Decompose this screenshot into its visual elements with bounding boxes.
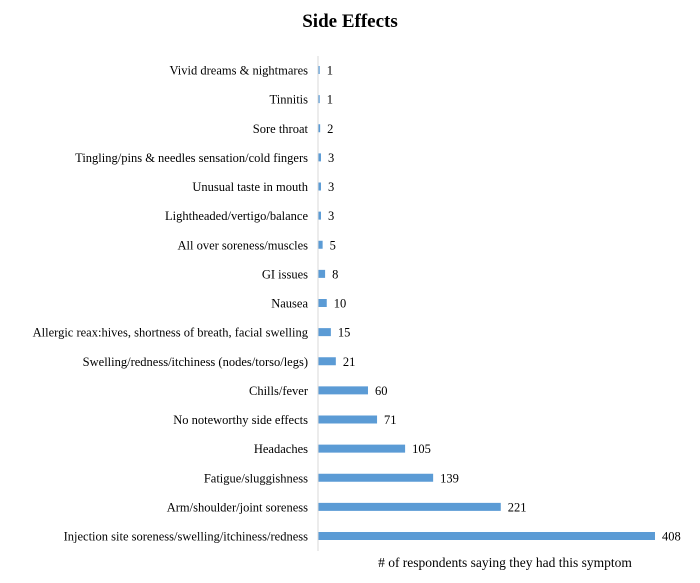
bar — [318, 269, 326, 278]
value-label: 105 — [412, 442, 431, 456]
category-label: All over soreness/muscles — [177, 238, 308, 252]
bar — [318, 95, 320, 104]
bar — [318, 299, 327, 307]
category-label: Chills/fever — [249, 384, 309, 398]
bar — [318, 532, 655, 540]
category-label: Injection site soreness/swelling/itchine… — [64, 530, 309, 544]
bar — [318, 473, 434, 482]
value-label: 15 — [338, 326, 351, 340]
value-label: 21 — [343, 355, 356, 369]
bar — [318, 386, 368, 395]
category-label: Arm/shoulder/joint soreness — [167, 500, 308, 514]
category-label: Tinnitis — [270, 93, 309, 107]
value-label: 3 — [328, 180, 334, 194]
bar — [318, 153, 321, 162]
x-axis-title: # of respondents saying they had this sy… — [378, 555, 632, 570]
category-label: Unusual taste in mouth — [192, 180, 308, 194]
category-label: Lightheaded/vertigo/balance — [165, 209, 308, 223]
category-label: No noteworthy side effects — [173, 413, 308, 427]
value-label: 139 — [440, 471, 459, 485]
value-label: 3 — [328, 209, 334, 223]
bar — [318, 444, 406, 453]
category-label: GI issues — [262, 267, 308, 281]
category-label: Nausea — [271, 297, 308, 311]
bars-group: Vivid dreams & nightmares 1 Tinnitis 1 Sore … — [33, 64, 681, 544]
value-label: 10 — [334, 297, 347, 311]
bar — [318, 66, 320, 74]
value-label: 221 — [508, 500, 527, 514]
value-label: 408 — [662, 530, 681, 544]
bar — [318, 182, 321, 191]
value-label: 1 — [327, 64, 333, 78]
category-label: Swelling/redness/itchiness (nodes/torso/… — [83, 355, 308, 369]
value-label: 1 — [327, 93, 333, 107]
bar — [318, 240, 323, 249]
category-label: Fatigue/sluggishness — [204, 471, 308, 485]
value-label: 60 — [375, 384, 388, 398]
value-label: 2 — [327, 122, 333, 136]
bar — [318, 502, 501, 511]
category-label: Sore throat — [253, 122, 309, 136]
value-label: 71 — [384, 413, 397, 427]
bar — [318, 124, 321, 133]
bar — [318, 415, 378, 424]
bar — [318, 328, 331, 337]
bar — [318, 357, 336, 366]
category-label: Tingling/pins & needles sensation/cold f… — [75, 151, 308, 165]
value-label: 5 — [330, 238, 336, 252]
chart-title: Side Effects — [302, 11, 398, 32]
value-label: 8 — [332, 267, 338, 281]
bar — [318, 211, 321, 220]
value-label: 3 — [328, 151, 334, 165]
category-label: Headaches — [254, 442, 308, 456]
category-label: Vivid dreams & nightmares — [170, 64, 309, 78]
category-label: Allergic reax:hives, shortness of breath… — [33, 326, 309, 340]
